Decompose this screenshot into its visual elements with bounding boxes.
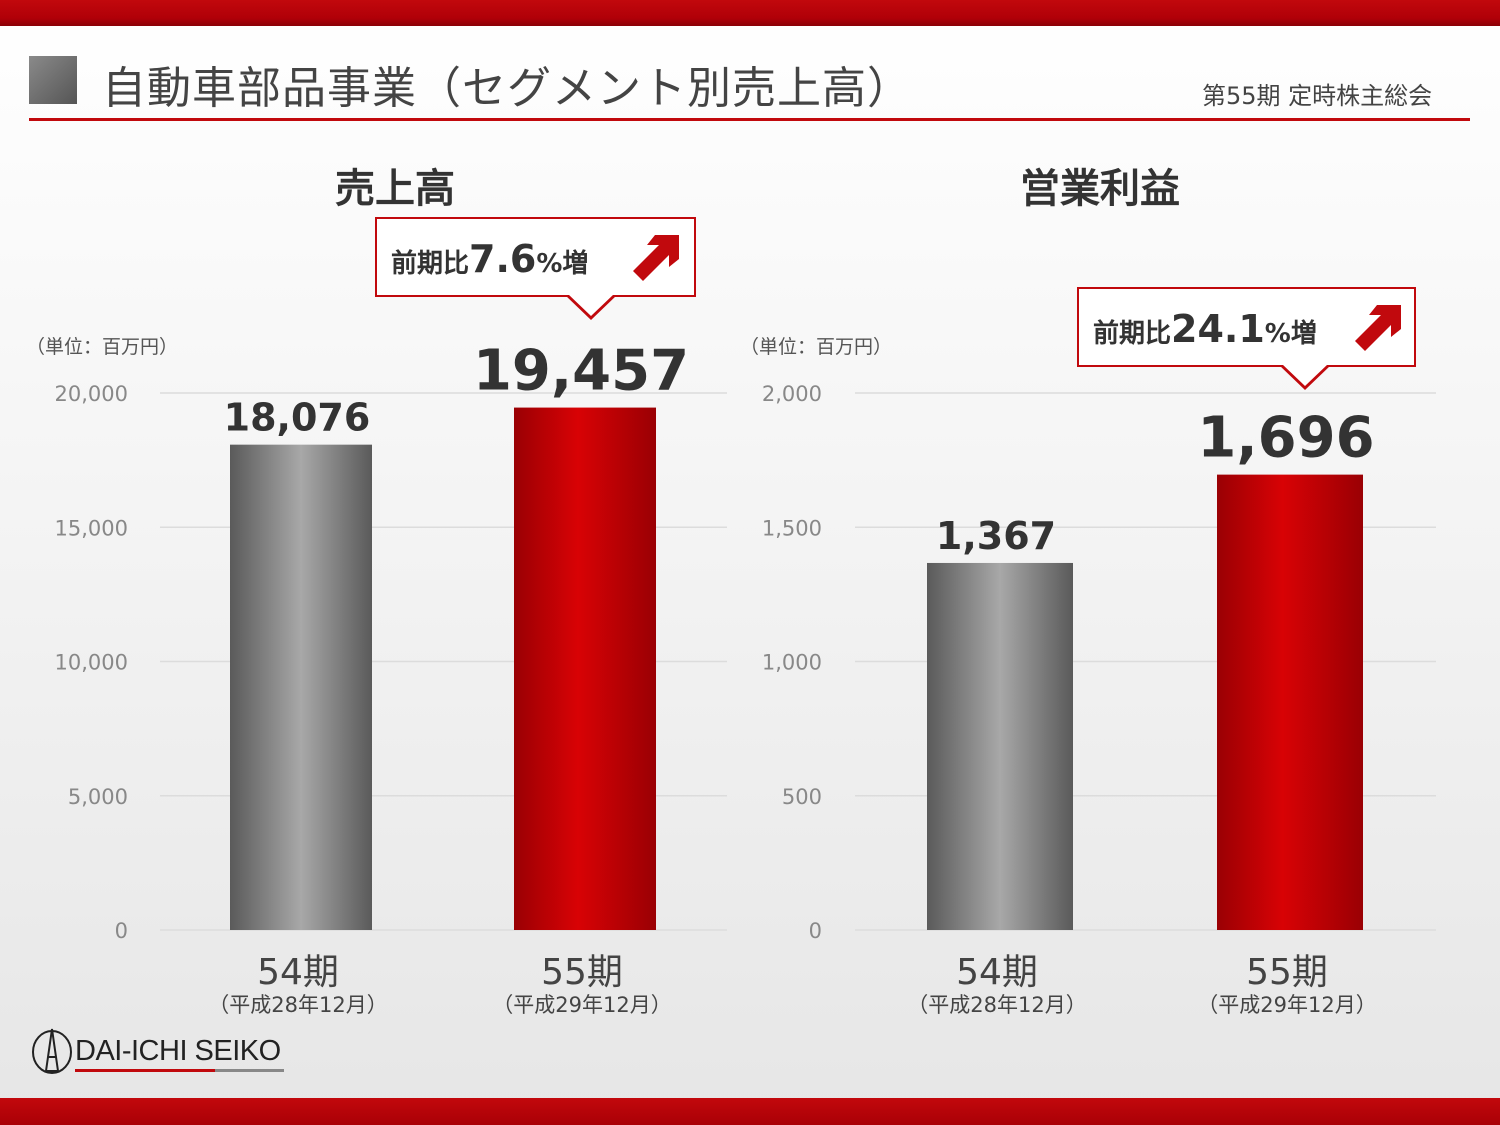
x-category-label: 54期 [257, 952, 339, 993]
logo-underline-red [75, 1069, 215, 1072]
bottom-band [0, 1098, 1500, 1125]
callout-value: 24.1 [1171, 307, 1265, 351]
callout-value: 7.6 [469, 237, 537, 281]
growth-callout-operating-profit: 前期比24.1%増 [1077, 287, 1416, 390]
title-square-icon [29, 56, 77, 104]
bar-value-label: 1,696 [1197, 406, 1374, 471]
growth-callout-sales: 前期比7.6%増 [375, 217, 696, 320]
page-title: 自動車部品事業（セグメント別売上高） [102, 63, 912, 114]
callout-suffix: %増 [536, 249, 589, 279]
x-category-label: 55期 [541, 952, 623, 993]
callout-prefix: 前期比 [1093, 319, 1172, 349]
company-logo: DAI-ICHI SEIKO [31, 1027, 286, 1075]
bar-value-label: 18,076 [224, 396, 371, 440]
bar-55期 [1217, 474, 1363, 930]
chart-title-sales: 売上高 [335, 166, 455, 212]
y-tick-label: 20,000 [55, 382, 128, 406]
y-tick-label: 1,500 [762, 516, 822, 540]
x-category-sublabel: （平成29年12月） [492, 993, 671, 1017]
meeting-label: 第55期 定時株主総会 [1202, 82, 1433, 110]
arrow-up-right-icon [1355, 305, 1401, 351]
callout-prefix: 前期比 [391, 249, 470, 279]
callout-text: 前期比7.6%増 [391, 237, 588, 281]
callout-suffix: %増 [1264, 319, 1317, 349]
y-tick-label: 0 [809, 919, 822, 943]
unit-label-sales: （単位：百万円） [26, 336, 179, 358]
x-category-sublabel: （平成28年12月） [208, 993, 387, 1017]
unit-label-operating-profit: （単位：百万円） [740, 336, 893, 358]
bar-54期 [230, 444, 372, 930]
y-tick-label: 1,000 [762, 651, 822, 675]
x-category-label: 55期 [1246, 952, 1328, 993]
arrow-up-right-icon [633, 235, 679, 281]
logo-text: DAI-ICHI SEIKO [75, 1035, 281, 1067]
bar-value-label: 19,457 [473, 339, 689, 404]
y-tick-label: 2,000 [762, 382, 822, 406]
x-category-sublabel: （平成28年12月） [907, 993, 1086, 1017]
callout-text: 前期比24.1%増 [1093, 307, 1317, 351]
chart-operating-profit: 0 500 1,000 1,500 2,000 1,367 54期（平成28年12月） 1,6… [762, 382, 1436, 1017]
chart-title-operating-profit: 営業利益 [1020, 166, 1180, 212]
x-category-sublabel: （平成29年12月） [1197, 993, 1376, 1017]
logo-emblem-icon [32, 1028, 72, 1074]
chart-sales: 0 5,000 10,000 15,000 20,000 18,076 54期（平成28年1… [55, 339, 727, 1017]
top-band [0, 0, 1500, 26]
y-tick-label: 500 [782, 785, 822, 809]
x-category-label: 54期 [956, 952, 1038, 993]
bar-54期 [927, 562, 1073, 930]
y-tick-label: 0 [115, 919, 128, 943]
y-tick-label: 10,000 [55, 651, 128, 675]
title-divider [29, 118, 1470, 121]
y-tick-label: 15,000 [55, 516, 128, 540]
logo-underline-gray [215, 1069, 284, 1072]
bar-55期 [514, 407, 656, 930]
y-tick-label: 5,000 [68, 785, 128, 809]
bar-value-label: 1,367 [936, 514, 1056, 558]
